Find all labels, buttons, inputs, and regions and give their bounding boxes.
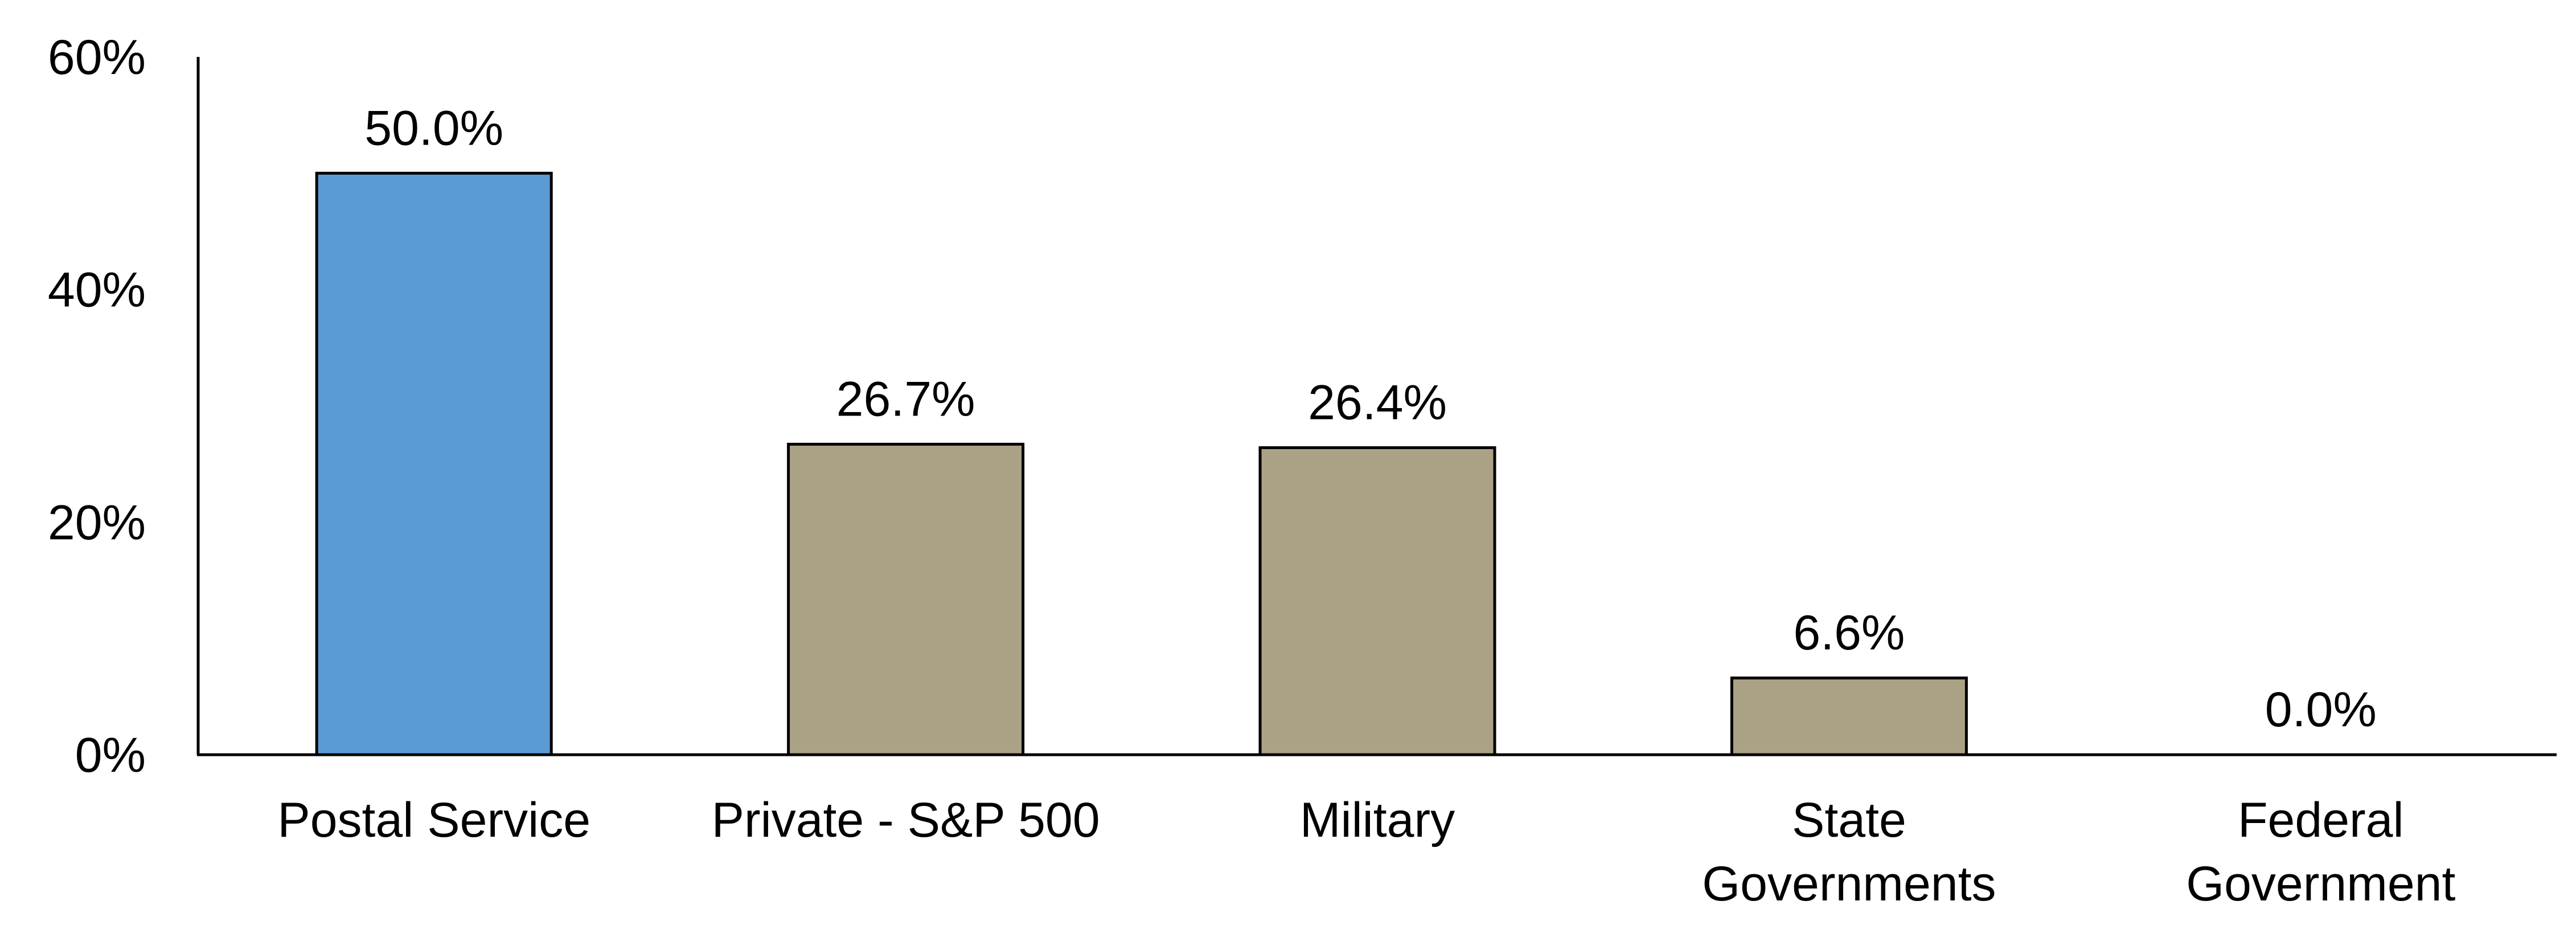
x-category-label: Military bbox=[1300, 793, 1455, 848]
bar-value-label: 26.7% bbox=[836, 372, 975, 426]
axes bbox=[196, 57, 2557, 756]
bar-value-label: 50.0% bbox=[364, 101, 503, 155]
x-category-label: Postal Service bbox=[277, 793, 590, 848]
bar bbox=[787, 442, 1025, 756]
bar bbox=[1258, 446, 1496, 756]
x-category-label: State Governments bbox=[1702, 793, 1996, 911]
bar-value-label: 0.0% bbox=[2265, 682, 2377, 737]
x-category-label-line: Governments bbox=[1702, 857, 1996, 911]
y-tick-label: 20% bbox=[48, 495, 146, 550]
x-category-label: Private - S&P 500 bbox=[712, 793, 1100, 848]
bars bbox=[315, 171, 1968, 756]
bar-value-label: 6.6% bbox=[1793, 606, 1905, 660]
x-category-label-line: Postal Service bbox=[277, 793, 590, 848]
x-category-label-line: Military bbox=[1300, 793, 1455, 848]
bar-value-label: 26.4% bbox=[1308, 376, 1447, 430]
bar bbox=[1730, 676, 1968, 756]
x-category-label-line: Government bbox=[2186, 857, 2455, 911]
y-tick-label: 60% bbox=[48, 30, 146, 85]
y-tick-label: 40% bbox=[48, 263, 146, 318]
data-labels: 50.0% 26.7% 26.4% 6.6% 0.0% bbox=[364, 101, 2377, 737]
x-category-label-line: State bbox=[1792, 793, 1906, 848]
x-category-label-line: Private - S&P 500 bbox=[712, 793, 1100, 848]
y-tick-label: 0% bbox=[75, 728, 146, 783]
x-category-label: Federal Government bbox=[2186, 793, 2455, 911]
x-category-label-line: Federal bbox=[2238, 793, 2404, 848]
category-labels: Postal Service Private - S&P 500 Military S… bbox=[277, 793, 2455, 911]
y-axis-ticks: 0% 20% 40% 60% bbox=[48, 30, 146, 783]
bar bbox=[315, 171, 553, 756]
